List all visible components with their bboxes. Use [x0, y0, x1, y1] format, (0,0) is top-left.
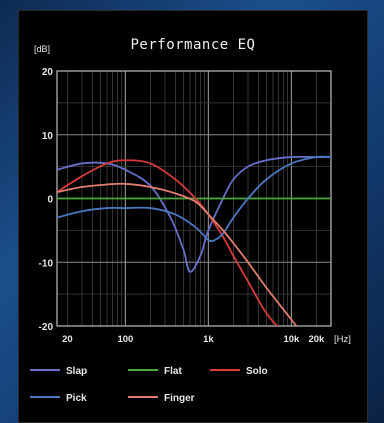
y-tick-label: 20	[42, 67, 54, 78]
legend-label-finger: Finger	[164, 393, 195, 404]
y-tick-label: 10	[42, 131, 54, 142]
x-tick-label: 20k	[308, 334, 325, 345]
series-line-solo	[57, 159, 279, 326]
x-tick-label: 100	[117, 334, 133, 345]
x-tick-label: 1k	[203, 334, 214, 345]
series-line-slap	[57, 155, 331, 273]
legend-label-slap: Slap	[66, 366, 87, 377]
y-axis-label: [dB]	[34, 44, 50, 54]
y-tick-label: 0	[47, 195, 53, 206]
legend-label-flat: Flat	[164, 366, 182, 377]
y-tick-label: -10	[39, 258, 54, 269]
legend-label-solo: Solo	[246, 366, 268, 377]
x-tick-label: 20	[62, 334, 73, 345]
x-axis-label: [Hz]	[334, 334, 351, 345]
series-line-pick	[57, 155, 331, 243]
legend-label-pick: Pick	[66, 393, 87, 404]
y-tick-label: -20	[39, 322, 54, 333]
chart-title: Performance EQ	[130, 37, 256, 53]
series-line-finger	[57, 182, 298, 326]
x-tick-label: 10k	[283, 334, 300, 345]
